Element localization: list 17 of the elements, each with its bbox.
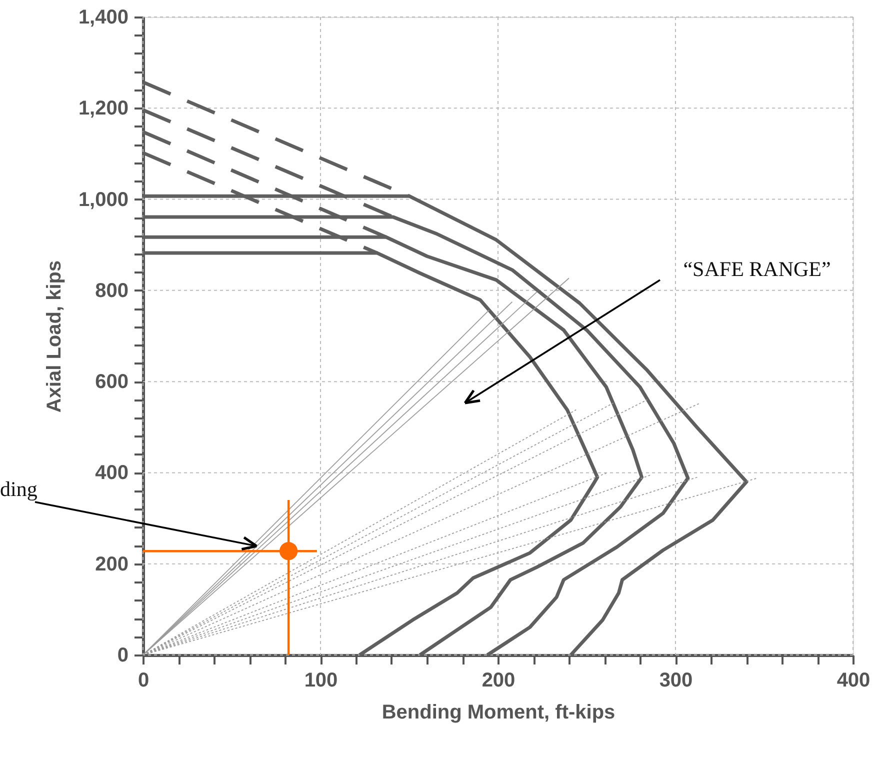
y-tick-label: 600 bbox=[95, 371, 128, 394]
y-axis-title: Axial Load, kips bbox=[43, 260, 66, 413]
annotation: “SAFE RANGE” bbox=[683, 257, 831, 281]
y-tick-label: 1,400 bbox=[78, 6, 128, 28]
y-tick-label: 400 bbox=[95, 462, 128, 484]
x-axis-title: Bending Moment, ft-kips bbox=[382, 702, 616, 724]
y-tick-label: 800 bbox=[95, 280, 128, 302]
x-tick-label: 400 bbox=[836, 670, 870, 692]
x-tick-label: 100 bbox=[304, 670, 338, 692]
x-tick-label: 200 bbox=[482, 670, 516, 692]
y-tick-label: 0 bbox=[117, 644, 128, 666]
y-tick-label: 1,000 bbox=[78, 188, 128, 211]
x-tick-label: 0 bbox=[138, 670, 150, 692]
annotation: ding bbox=[0, 477, 38, 501]
x-tick-label: 300 bbox=[659, 670, 693, 692]
y-tick-label: 1,200 bbox=[78, 98, 128, 120]
y-tick-label: 200 bbox=[95, 553, 128, 576]
